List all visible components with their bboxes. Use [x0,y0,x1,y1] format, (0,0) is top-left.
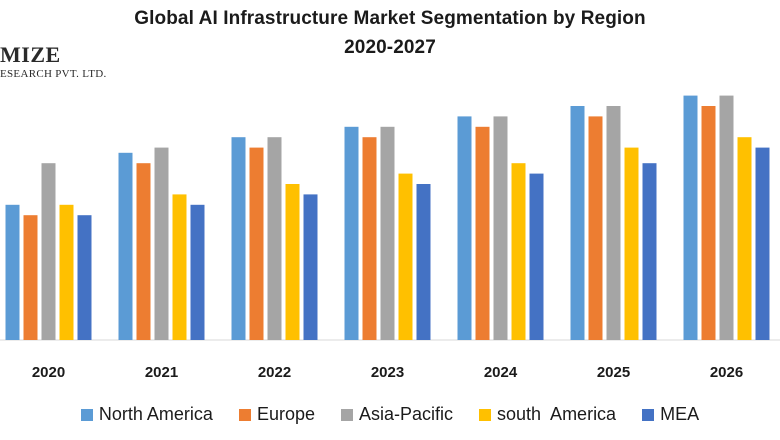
x-tick-label: 2020 [32,364,65,381]
bar-europe-2025 [588,116,603,341]
chart-title: Global AI Infrastructure Market Segmenta… [134,8,646,29]
bar-south-america-2022 [285,184,300,340]
bar-asia-pacific-2022 [267,137,282,340]
logo-text-sub: ESEARCH PVT. LTD. [0,68,107,80]
logo-text-main: MIZE [0,42,61,67]
bar-mea-2021 [190,204,205,340]
bar-south-america-2023 [398,173,413,340]
legend-label: Asia-Pacific [358,404,454,424]
bar-north-america-2021 [118,152,133,340]
x-tick-label: 2023 [371,364,404,381]
x-tick-label: 2021 [145,364,178,381]
bar-mea-2020 [77,215,92,340]
bar-europe-2023 [362,137,377,340]
x-tick-label: 2024 [484,364,518,381]
bar-south-america-2026 [737,137,752,340]
bar-asia-pacific-2023 [380,126,395,340]
bar-north-america-2022 [231,137,246,340]
bar-north-america-2023 [344,126,359,340]
bar-south-america-2025 [624,147,639,340]
bar-north-america-2024 [457,116,472,341]
legend-item: MEA [642,404,699,425]
bar-asia-pacific-2025 [606,106,621,340]
legend-label: south America [497,404,617,424]
x-tick-label: 2026 [710,364,743,381]
x-tick-label: 2022 [258,364,291,381]
bar-asia-pacific-2020 [41,163,56,340]
bar-asia-pacific-2021 [154,147,169,340]
bar-south-america-2024 [511,163,526,340]
bar-mea-2024 [529,173,544,340]
legend-swatch [340,408,353,421]
legend-swatch [238,408,251,421]
legend-label: North America [98,404,213,424]
bar-south-america-2020 [59,204,74,340]
bar-asia-pacific-2024 [493,116,508,341]
legend-swatch [80,408,93,421]
bar-south-america-2021 [172,194,187,340]
company-logo: MIZE ESEARCH PVT. LTD. [0,42,107,81]
bar-mea-2026 [755,147,770,340]
legend-swatch [642,408,655,421]
x-tick-label: 2025 [597,364,630,381]
legend-label: Europe [256,404,315,424]
bar-europe-2024 [475,126,490,340]
bar-north-america-2020 [5,204,20,340]
bar-europe-2020 [23,215,38,340]
legend-item: Asia-Pacific [340,404,454,425]
legend-label: MEA [660,404,700,424]
bar-mea-2025 [642,163,657,340]
bar-north-america-2025 [570,106,585,340]
legend-item: south America [479,404,616,425]
chart-subtitle: 2020-2027 [344,37,436,58]
bar-asia-pacific-2026 [719,95,734,340]
bar-europe-2021 [136,163,151,340]
bar-europe-2026 [701,106,716,340]
bar-europe-2022 [249,147,264,340]
legend-item: Europe [238,404,315,425]
bar-chart: 2020 2021 2022 2023 2024 2025 2026 [0,95,780,381]
legend-item: North America [80,404,213,425]
bar-north-america-2026 [683,95,698,340]
bar-mea-2023 [416,184,431,340]
bar-mea-2022 [303,194,318,340]
chart-legend: North America Europe Asia-Pacific south Ame… [0,404,780,425]
legend-swatch [479,408,492,421]
